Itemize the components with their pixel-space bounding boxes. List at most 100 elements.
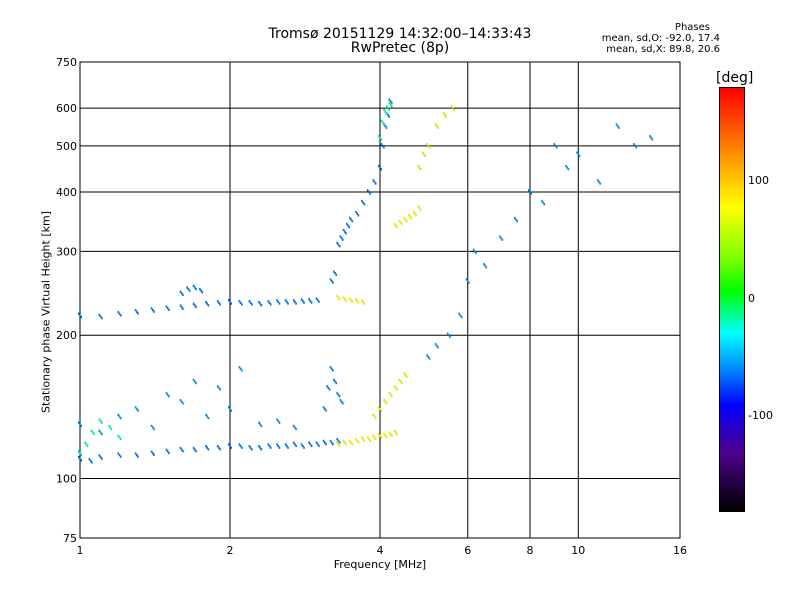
data-point [472, 248, 475, 251]
x-axis-label: Frequency [MHz] [333, 558, 427, 571]
data-point [465, 278, 468, 281]
data-point [338, 395, 341, 398]
data-point [318, 444, 320, 448]
data-point [325, 409, 327, 412]
data-point [372, 413, 375, 417]
data-point [259, 423, 261, 426]
data-point [292, 299, 295, 302]
data-point [357, 301, 360, 304]
data-point [350, 441, 352, 444]
data-point [634, 144, 636, 147]
data-point [260, 448, 263, 451]
data-point [230, 409, 232, 412]
data-point [649, 134, 651, 138]
data-point [295, 427, 297, 431]
data-point [278, 421, 281, 424]
data-point [598, 180, 600, 184]
data-point [192, 446, 195, 450]
data-point [635, 146, 638, 149]
data-point [195, 305, 197, 309]
data-point [117, 452, 120, 455]
data-point [337, 443, 340, 446]
data-point [329, 439, 332, 443]
data-point [383, 122, 385, 126]
data-point [108, 424, 110, 428]
data-point [188, 289, 191, 292]
data-point [260, 424, 263, 428]
data-point [366, 189, 369, 192]
data-point [322, 439, 325, 443]
data-point [284, 299, 287, 302]
data-point [450, 105, 453, 108]
data-point [199, 288, 201, 291]
stats-heading: Phases [674, 22, 710, 33]
data-point [101, 457, 103, 460]
data-point [258, 445, 260, 448]
data-point [475, 251, 477, 255]
data-point [345, 443, 347, 446]
data-point [219, 448, 221, 451]
data-point [310, 301, 313, 304]
data-point [388, 98, 391, 101]
data-point [499, 235, 501, 238]
data-point [342, 402, 344, 405]
data-point [165, 391, 168, 395]
data-point [567, 168, 570, 171]
data-point [316, 298, 319, 302]
data-point [385, 126, 388, 129]
data-point [322, 406, 325, 409]
data-point [295, 302, 297, 305]
data-point [277, 419, 280, 423]
data-point [388, 108, 390, 111]
data-point [424, 154, 426, 158]
data-point [333, 270, 335, 273]
data-point [150, 307, 153, 310]
data-point [89, 459, 92, 462]
data-point [229, 300, 231, 304]
data-point [315, 297, 318, 300]
data-point [356, 212, 358, 215]
data-point [379, 136, 381, 139]
data-point [336, 391, 338, 395]
data-point [98, 313, 101, 317]
data-point [403, 216, 406, 220]
y-axis-label: Stationary phase Virtual Height [km] [39, 210, 53, 414]
data-point [363, 302, 366, 305]
trace-f-trace [78, 297, 320, 320]
data-point [180, 448, 183, 451]
data-point [404, 373, 407, 377]
data-point [79, 457, 81, 460]
data-point [259, 446, 261, 449]
data-point [207, 416, 210, 420]
data-point [449, 335, 451, 338]
data-point [166, 393, 169, 396]
data-point [378, 134, 380, 138]
data-point [383, 108, 385, 112]
data-point [361, 436, 363, 439]
data-point [259, 302, 261, 305]
data-point [500, 236, 502, 240]
data-point [383, 398, 385, 402]
x-tick-label: 4 [377, 544, 384, 557]
data-point [333, 378, 335, 381]
y-tick-label: 600 [56, 102, 77, 115]
data-point [394, 224, 397, 227]
data-point [423, 153, 425, 156]
data-point [339, 235, 342, 238]
data-point [332, 443, 334, 446]
data-point [248, 300, 251, 303]
data-point [347, 224, 349, 227]
data-point [78, 450, 80, 453]
data-point [369, 192, 371, 195]
data-point [78, 421, 80, 424]
stats-o-mode: mean, sd,O: -92.0, 17.4 [560, 33, 720, 44]
data-point [459, 314, 462, 317]
trace-es-yellow-upper [372, 372, 408, 420]
data-point [415, 214, 417, 217]
data-point [468, 281, 470, 284]
data-point [276, 299, 278, 302]
data-point [152, 426, 154, 429]
data-point [350, 298, 352, 302]
data-point [368, 190, 370, 194]
data-point [230, 302, 232, 305]
